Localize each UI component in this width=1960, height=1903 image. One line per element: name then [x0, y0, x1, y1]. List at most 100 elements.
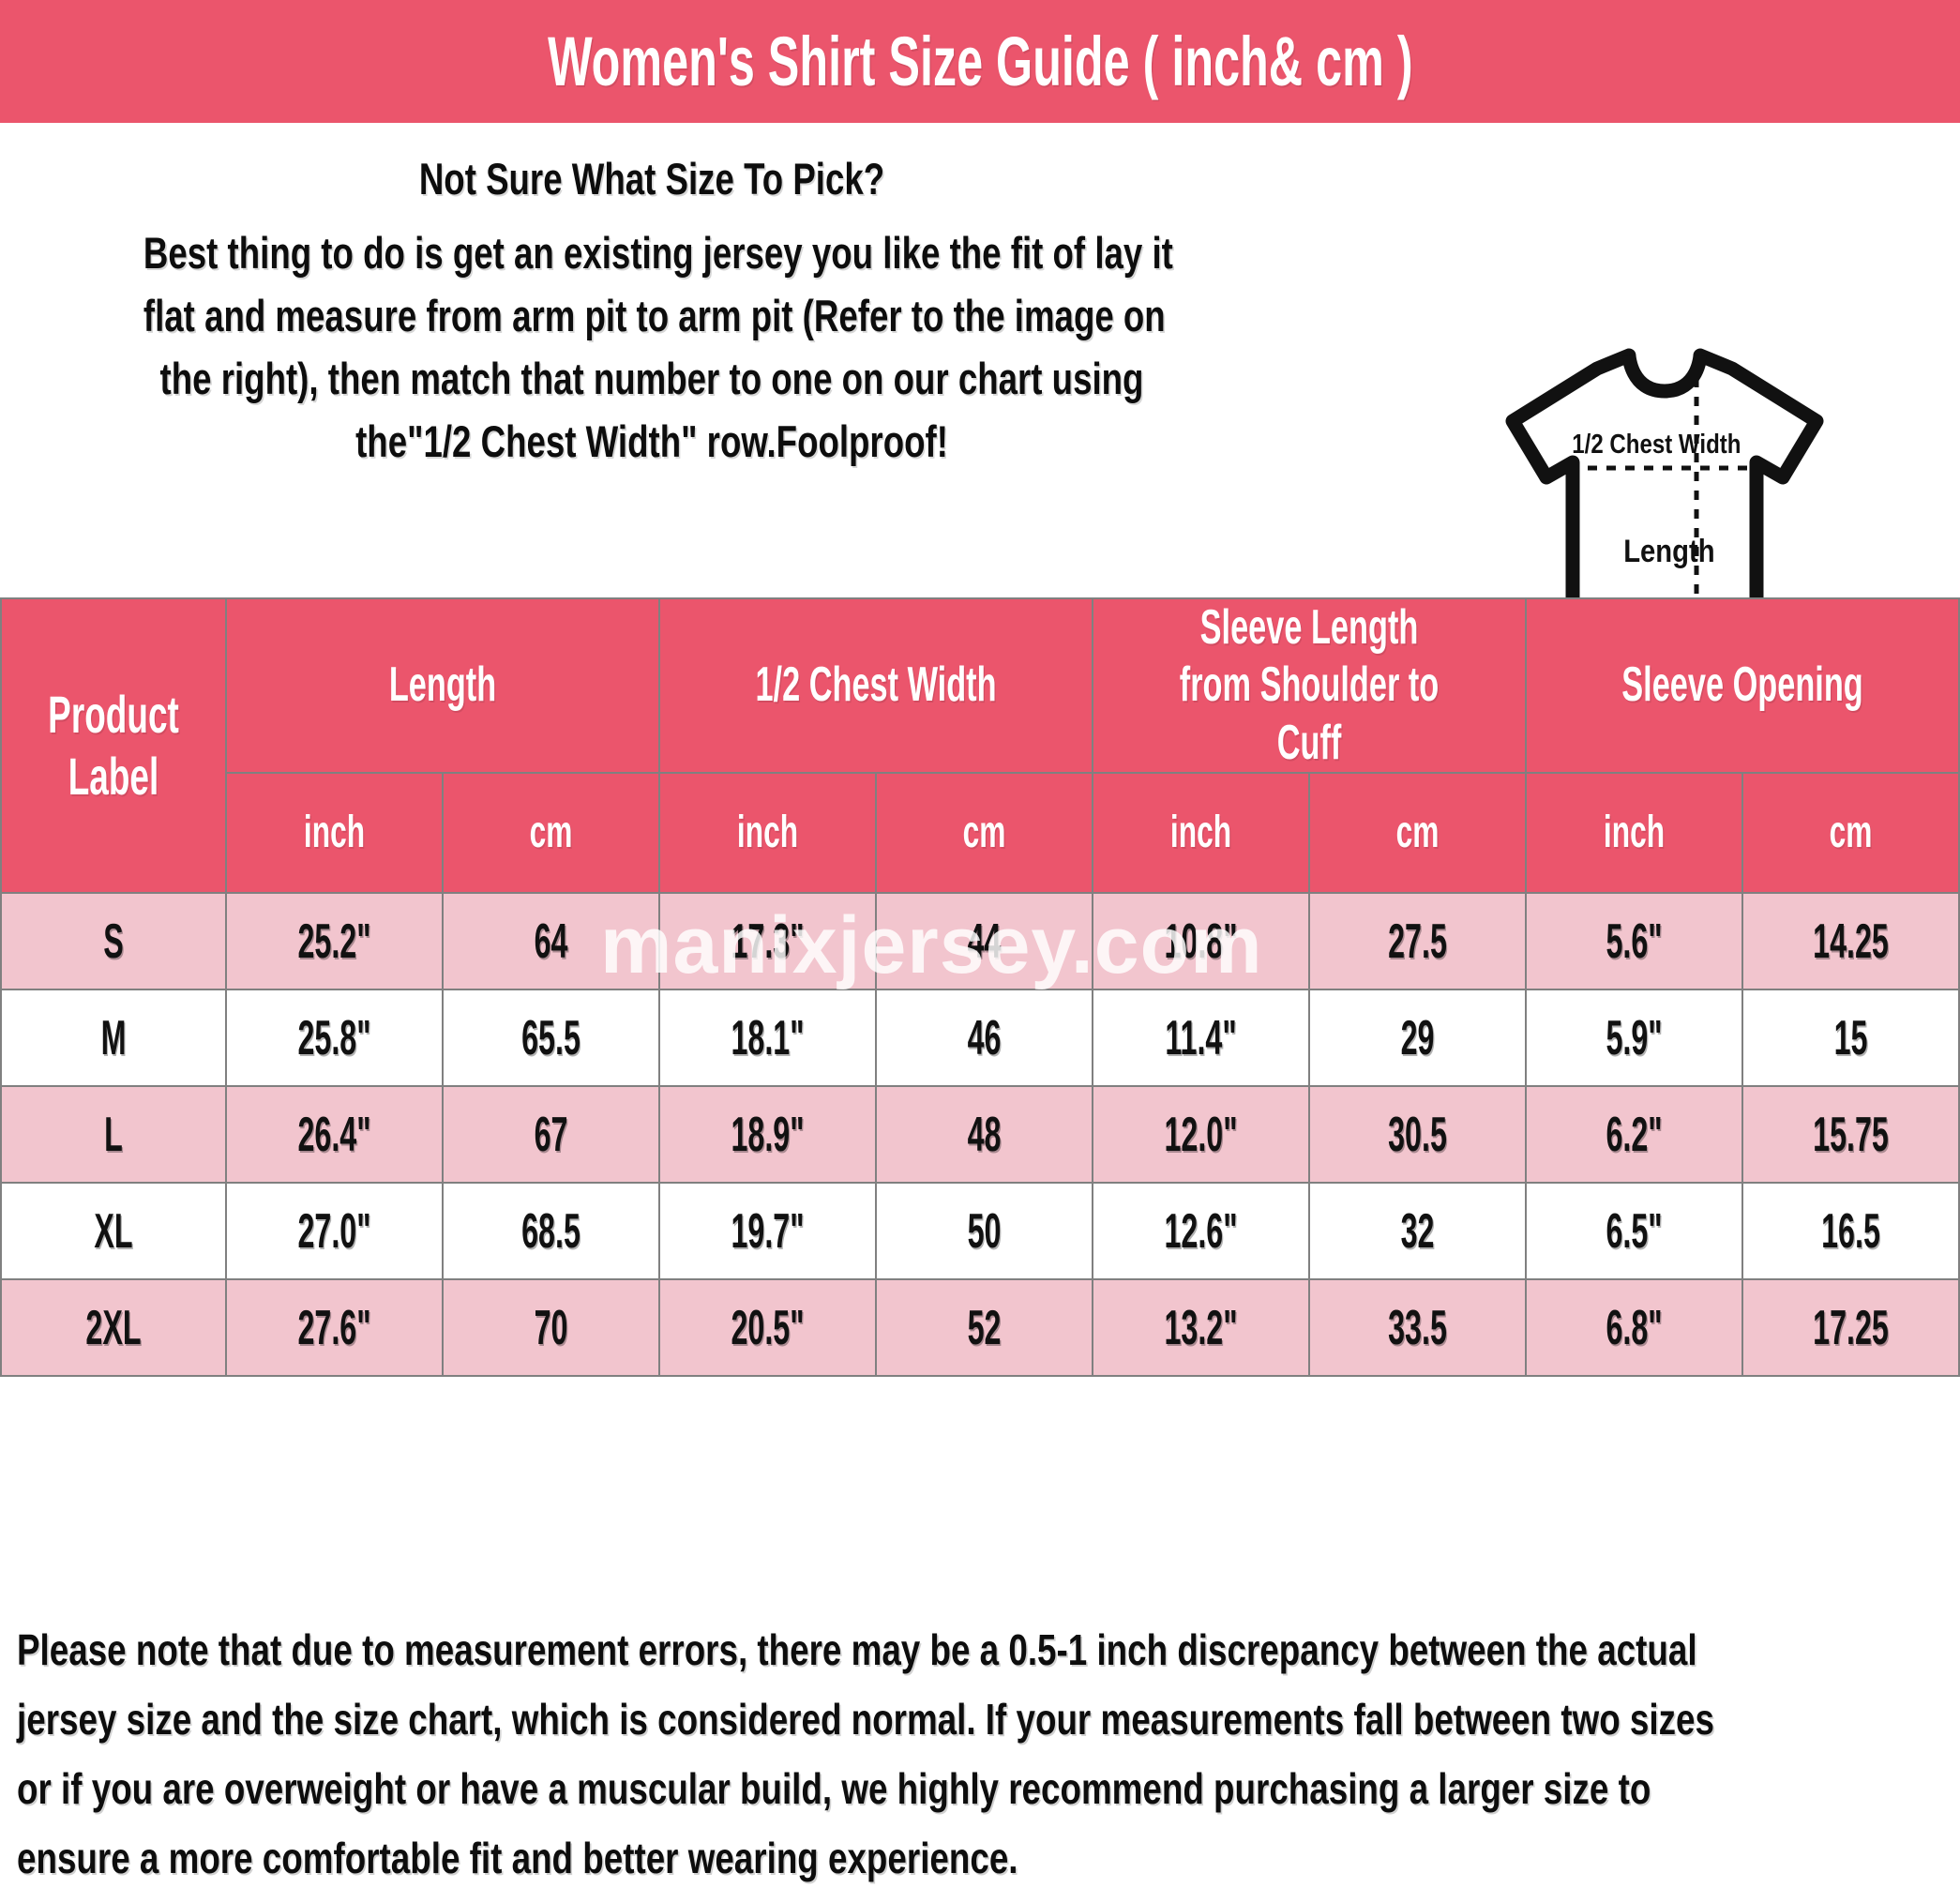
th-unit-chest-inch-text: inch — [736, 807, 799, 857]
th-unit-sleeve-length-inch: inch — [1092, 772, 1311, 895]
cell-value: 15.75 — [1741, 1085, 1960, 1185]
th-unit-sleeve-opening-cm-text: cm — [1829, 807, 1873, 857]
footnote-section: Please note that due to measurement erro… — [17, 1615, 1943, 1893]
table-row: 2XL 27.6" 70 20.5" 52 13.2" 33.5 6.8" 17… — [0, 1278, 1960, 1378]
cell-value: 11.4" — [1092, 989, 1311, 1088]
cell-value-text: 10.8" — [1164, 914, 1238, 969]
cell-size-text: S — [103, 914, 124, 969]
cell-value: 16.5 — [1741, 1182, 1960, 1281]
th-group-length-text: Length — [388, 657, 497, 713]
cell-value: 10.8" — [1092, 892, 1311, 991]
cell-value-text: 44 — [967, 914, 1002, 969]
cell-value-text: 19.7" — [731, 1203, 805, 1259]
th-group-chest-width: 1/2 Chest Width — [658, 597, 1094, 775]
th-unit-length-cm: cm — [441, 772, 661, 895]
cell-value-text: 67 — [534, 1107, 568, 1162]
cell-value: 27.5 — [1308, 892, 1528, 991]
cell-size-text: XL — [94, 1203, 133, 1259]
cell-size-text: M — [100, 1010, 127, 1065]
cell-value: 27.0" — [225, 1182, 444, 1281]
cell-value: 25.2" — [225, 892, 444, 991]
cell-value: 17.3" — [658, 892, 878, 991]
cell-value: 64 — [441, 892, 661, 991]
th-group-length: Length — [224, 597, 661, 775]
th-product-label-text: Product Label — [48, 684, 179, 807]
th-unit-chest-cm: cm — [875, 772, 1094, 895]
cell-value: 17.25 — [1741, 1278, 1960, 1378]
cell-value: 32 — [1308, 1182, 1528, 1281]
table-row: XL 27.0" 68.5 19.7" 50 12.6" 32 6.5" 16.… — [0, 1182, 1960, 1281]
cell-value-text: 48 — [967, 1107, 1002, 1162]
cell-value: 20.5" — [658, 1278, 878, 1378]
size-table: Product Label Length 1/2 Chest Width Sle… — [0, 597, 1960, 1378]
cell-value: 50 — [875, 1182, 1094, 1281]
th-unit-sleeve-length-cm-text: cm — [1395, 807, 1440, 857]
cell-value-text: 6.5" — [1606, 1203, 1663, 1259]
cell-value: 33.5 — [1308, 1278, 1528, 1378]
intro-line-3: the right), then match that number to on… — [159, 354, 1144, 403]
intro-text-block: Not Sure What Size To Pick? Best thing t… — [0, 147, 1304, 473]
cell-value: 26.4" — [225, 1085, 444, 1185]
cell-value-text: 50 — [967, 1203, 1002, 1259]
cell-value: 68.5 — [441, 1182, 661, 1281]
th-unit-length-inch: inch — [225, 772, 444, 895]
cell-value-text: 70 — [534, 1300, 568, 1355]
size-table-unit-row: inch cm inch cm inch cm inch cm — [1, 772, 1960, 895]
cell-value-text: 27.0" — [297, 1203, 371, 1259]
footnote-line-1: Please note that due to measurement erro… — [17, 1625, 1697, 1674]
th-group-sleeve-opening: Sleeve Opening — [1525, 597, 1960, 775]
cell-value: 27.6" — [225, 1278, 444, 1378]
cell-value-text: 13.2" — [1164, 1300, 1238, 1355]
intro-line-1: Best thing to do is get an existing jers… — [143, 228, 1173, 278]
cell-size-text: 2XL — [85, 1300, 142, 1355]
cell-value-text: 27.5 — [1388, 914, 1447, 969]
cell-value-text: 6.8" — [1606, 1300, 1663, 1355]
cell-value-text: 25.2" — [297, 914, 371, 969]
cell-value-text: 6.2" — [1606, 1107, 1663, 1162]
cell-value-text: 16.5 — [1821, 1203, 1880, 1259]
cell-value-text: 25.8" — [297, 1010, 371, 1065]
cell-size: 2XL — [0, 1278, 227, 1378]
cell-value-text: 15.75 — [1813, 1107, 1889, 1162]
th-unit-sleeve-opening-inch: inch — [1525, 772, 1744, 895]
cell-value-text: 20.5" — [731, 1300, 805, 1355]
cell-value: 52 — [875, 1278, 1094, 1378]
cell-value: 67 — [441, 1085, 661, 1185]
table-row: S 25.2" 64 17.3" 44 10.8" 27.5 5.6" 14.2… — [0, 892, 1960, 991]
cell-value: 18.9" — [658, 1085, 878, 1185]
cell-value: 13.2" — [1092, 1278, 1311, 1378]
th-group-chest-width-text: 1/2 Chest Width — [755, 657, 997, 713]
cell-value: 6.8" — [1525, 1278, 1744, 1378]
th-product-label: Product Label — [0, 597, 227, 895]
cell-size: S — [0, 892, 227, 991]
cell-size: XL — [0, 1182, 227, 1281]
cell-value-text: 26.4" — [297, 1107, 371, 1162]
cell-value-text: 18.9" — [731, 1107, 805, 1162]
cell-size: M — [0, 989, 227, 1088]
table-row: L 26.4" 67 18.9" 48 12.0" 30.5 6.2" 15.7… — [0, 1085, 1960, 1185]
footnote-line-4: ensure a more comfortable fit and better… — [17, 1834, 1018, 1882]
cell-value: 6.2" — [1525, 1085, 1744, 1185]
th-unit-length-inch-text: inch — [303, 807, 366, 857]
chest-width-label: 1/2 Chest Width — [1572, 429, 1741, 460]
cell-value-text: 12.0" — [1164, 1107, 1238, 1162]
th-unit-sleeve-length-inch-text: inch — [1169, 807, 1232, 857]
footnote-line-2: jersey size and the size chart, which is… — [17, 1695, 1714, 1744]
cell-value: 70 — [441, 1278, 661, 1378]
cell-value-text: 5.6" — [1606, 914, 1663, 969]
cell-value-text: 15 — [1833, 1010, 1868, 1065]
size-table-container: Product Label Length 1/2 Chest Width Sle… — [0, 597, 1960, 1378]
cell-value: 5.6" — [1525, 892, 1744, 991]
cell-value: 6.5" — [1525, 1182, 1744, 1281]
cell-value: 29 — [1308, 989, 1528, 1088]
cell-value-text: 5.9" — [1606, 1010, 1663, 1065]
cell-value: 18.1" — [658, 989, 878, 1088]
cell-value: 19.7" — [658, 1182, 878, 1281]
cell-value-text: 46 — [967, 1010, 1002, 1065]
length-label: Length — [1623, 533, 1714, 569]
page-title-bar: Women's Shirt Size Guide ( inch& cm ) — [0, 0, 1960, 123]
th-unit-sleeve-opening-inch-text: inch — [1603, 807, 1666, 857]
footnote-line-3: or if you are overweight or have a muscu… — [17, 1764, 1651, 1813]
cell-value-text: 12.6" — [1164, 1203, 1238, 1259]
th-unit-chest-inch: inch — [658, 772, 878, 895]
